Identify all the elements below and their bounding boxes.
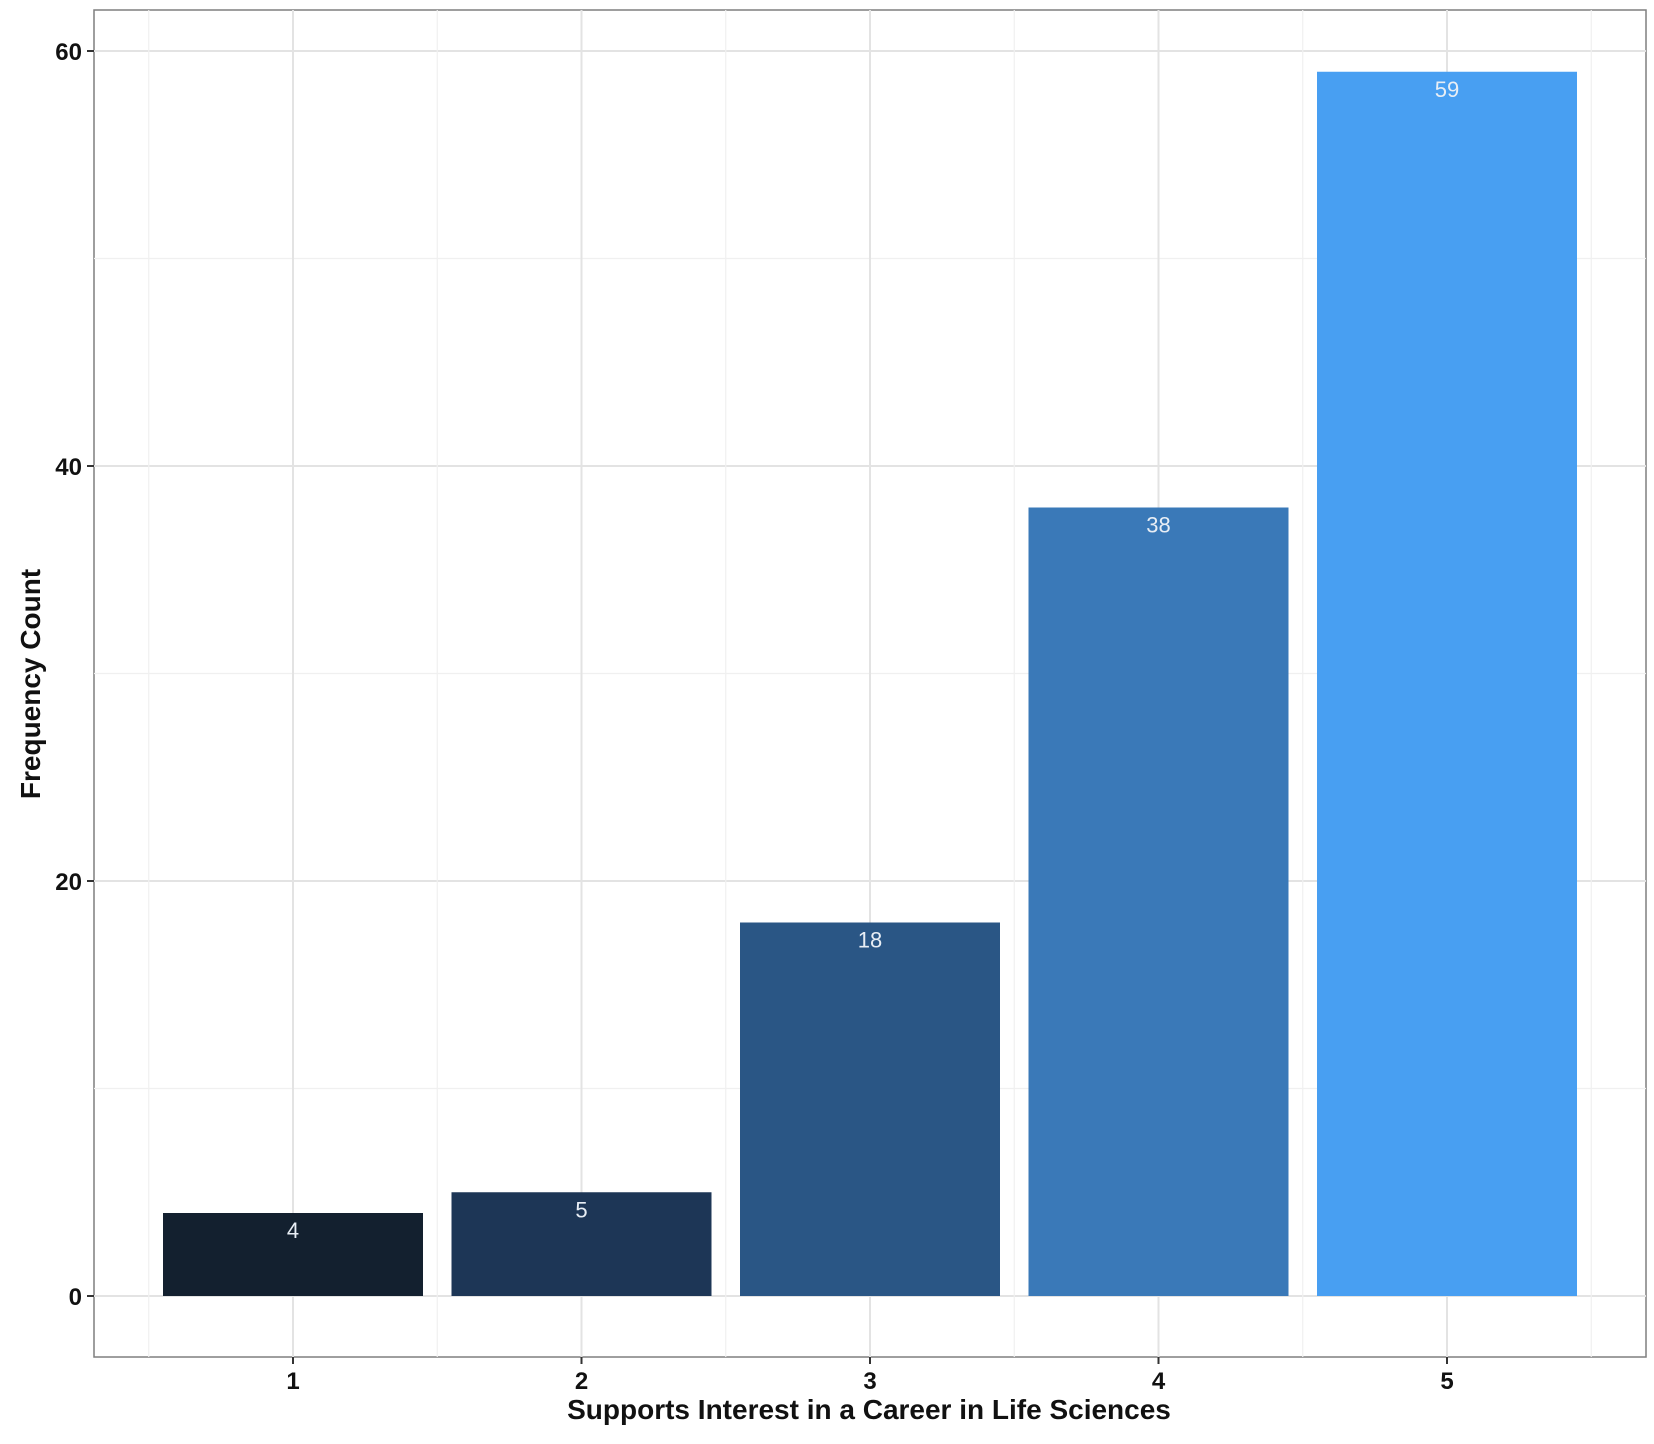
bar-value-label-2: 5 bbox=[575, 1197, 587, 1222]
bar-value-label-3: 18 bbox=[858, 928, 882, 953]
x-axis-title: Supports Interest in a Career in Life Sc… bbox=[567, 1394, 1171, 1425]
bar-value-label-1: 4 bbox=[287, 1218, 299, 1243]
bar-5 bbox=[1317, 71, 1577, 1296]
y-tick-label: 60 bbox=[55, 39, 82, 66]
bars bbox=[163, 71, 1577, 1296]
x-tick-label: 4 bbox=[1152, 1368, 1166, 1395]
bar-3 bbox=[740, 922, 1000, 1296]
y-tick-label: 40 bbox=[55, 454, 82, 481]
x-tick-label: 5 bbox=[1440, 1368, 1453, 1395]
bar-value-label-4: 38 bbox=[1146, 513, 1170, 538]
bar-value-label-5: 59 bbox=[1435, 77, 1459, 102]
bar-1 bbox=[163, 1213, 423, 1296]
y-axis: 0 20 40 60 bbox=[55, 39, 94, 1311]
bar-4 bbox=[1028, 507, 1289, 1296]
x-axis: 1 2 3 4 5 bbox=[286, 1357, 1454, 1395]
bar-value-labels: 4 5 18 38 59 bbox=[287, 77, 1459, 1243]
x-tick-label: 3 bbox=[863, 1368, 876, 1395]
x-tick-label: 2 bbox=[575, 1368, 588, 1395]
y-tick-label: 0 bbox=[69, 1284, 82, 1311]
x-tick-label: 1 bbox=[286, 1368, 299, 1395]
bar-2 bbox=[451, 1192, 712, 1296]
y-tick-label: 20 bbox=[55, 869, 82, 896]
y-axis-title: Frequency Count bbox=[15, 569, 46, 799]
